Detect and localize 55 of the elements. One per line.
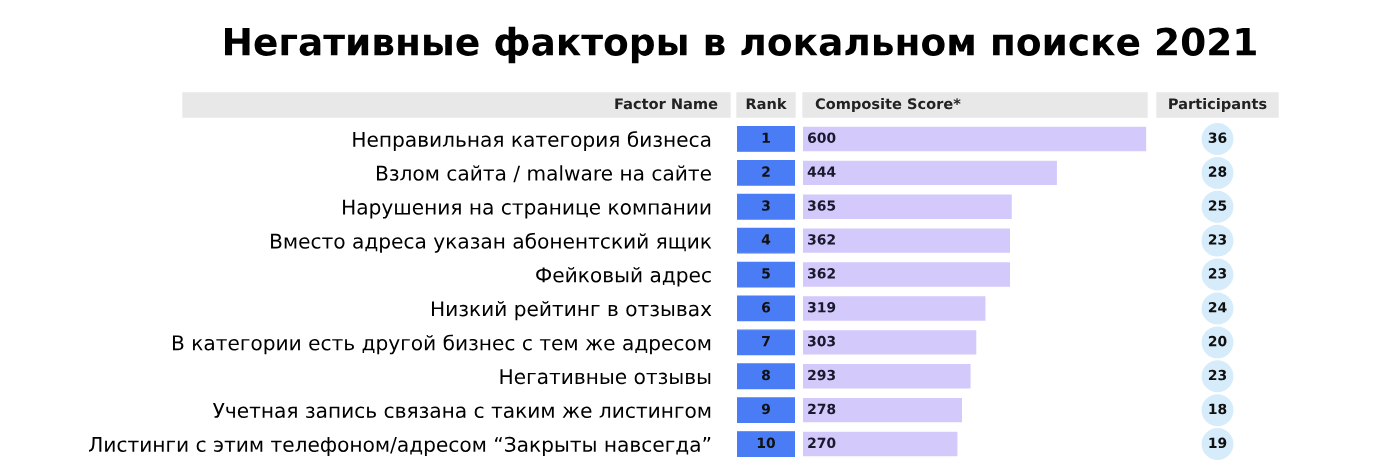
- data-label: 278: [808, 403, 836, 415]
- data-label: 23: [1208, 369, 1227, 381]
- category-label: В категории есть другой бизнес с тем же адресом: [172, 334, 711, 355]
- data-label: 25: [1208, 200, 1227, 211]
- data-label: 8: [762, 369, 770, 381]
- data-label: 303: [808, 335, 835, 347]
- data-label: 23: [1208, 234, 1227, 245]
- text: Factor Name: [615, 98, 718, 110]
- data-label: 10: [757, 437, 775, 449]
- data-label: 365: [808, 200, 836, 211]
- category-label: Фейковый адрес: [536, 266, 711, 287]
- data-label: 5: [762, 268, 770, 279]
- data-label: 1: [762, 132, 770, 143]
- bar: [803, 126, 1147, 152]
- bar: [803, 330, 977, 355]
- category-label: Листинги с этим телефоном/адресом “Закрыты навсегда”: [89, 436, 711, 456]
- category-label: Нарушения на странице компании: [343, 199, 711, 219]
- category-label: Учетная запись связана с таким же листингом: [212, 403, 711, 419]
- data-label: 19: [1209, 437, 1227, 449]
- data-label: 4: [761, 234, 771, 245]
- bar: [803, 228, 1011, 253]
- data-label: 28: [1208, 166, 1227, 177]
- text: Rank: [746, 97, 787, 110]
- data-label: 319: [808, 301, 836, 313]
- text: Негативные факторы в локальном поиске 2021: [225, 26, 1256, 64]
- bar: [803, 296, 986, 321]
- bar: [803, 194, 1012, 219]
- data-label: 9: [761, 403, 770, 415]
- data-label: 270: [808, 437, 836, 449]
- text: Participants: [1169, 97, 1267, 113]
- data-label: 362: [808, 268, 835, 279]
- data-label: 362: [808, 234, 835, 245]
- data-label: 2: [762, 166, 770, 177]
- data-label: 18: [1209, 403, 1227, 415]
- category-label: Негативные отзывы: [500, 369, 711, 385]
- bar: [803, 397, 962, 423]
- category-label: Взлом сайта / malware на сайте: [376, 165, 711, 183]
- data-label: 3: [762, 200, 770, 211]
- data-label: 24: [1208, 301, 1227, 313]
- data-label: 600: [807, 132, 836, 143]
- bar: [803, 160, 1057, 186]
- bar: [803, 431, 958, 457]
- data-label: 36: [1208, 132, 1227, 143]
- category-label: Вместо адреса указан абонентский ящик: [271, 232, 712, 253]
- category-label: Неправильная категория бизнеса: [353, 131, 711, 151]
- bar: [803, 364, 971, 389]
- category-label: Низкий рейтинг в отзывах: [432, 300, 712, 321]
- data-label: 20: [1208, 335, 1227, 347]
- data-label: 23: [1208, 268, 1227, 279]
- data-label: 6: [762, 301, 771, 313]
- bar: [803, 262, 1011, 287]
- data-label: 293: [808, 369, 835, 381]
- data-label: 444: [807, 166, 836, 177]
- x-axis-title: Composite Score*: [815, 97, 961, 113]
- data-label: 7: [762, 336, 770, 347]
